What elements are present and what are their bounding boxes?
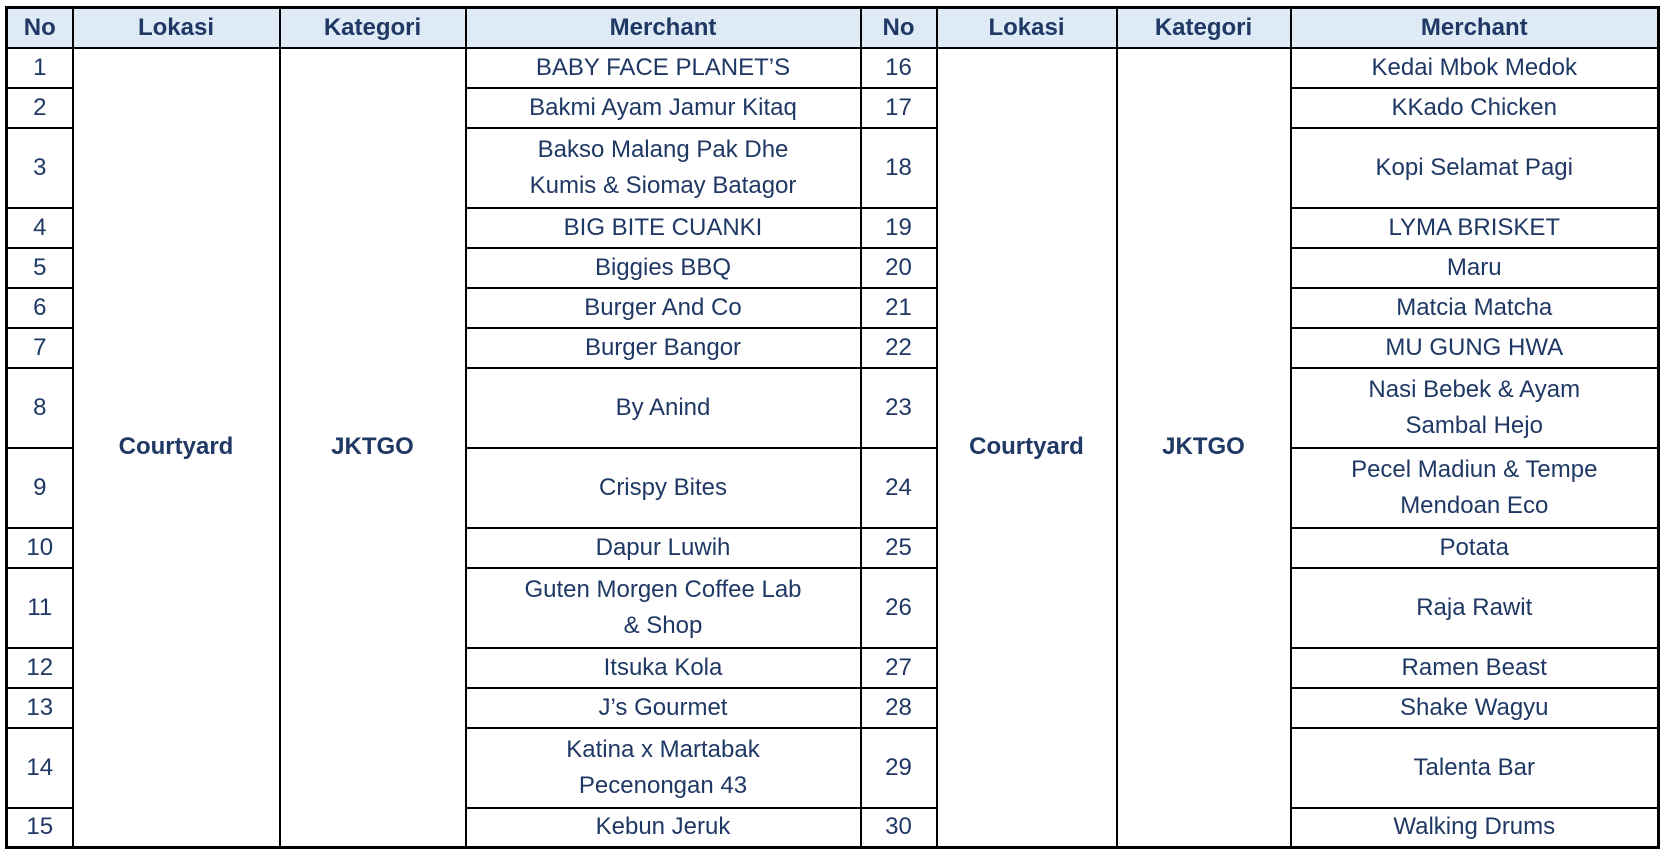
table-row: 5 Biggies BBQ 20 Maru (5, 246, 1660, 289)
kategori-cell-right: JKTGO (1115, 46, 1292, 849)
table-row: 14 Katina x Martabak Pecenongan 43 29 Talen… (5, 726, 1660, 809)
no-cell-right: 24 (859, 446, 938, 529)
no-cell-left: 15 (5, 806, 74, 849)
no-cell-right: 23 (859, 366, 938, 449)
no-cell-left: 6 (5, 286, 74, 329)
header-merchant-left: Merchant (464, 6, 862, 49)
merchant-cell-right: Maru (1289, 246, 1660, 289)
merchant-cell-left: Burger Bangor (464, 326, 862, 369)
merchant-cell-right: Pecel Madiun & Tempe Mendoan Eco (1289, 446, 1660, 529)
header-lokasi-left: Lokasi (71, 6, 281, 49)
merchant-table: No Lokasi Kategori Merchant No Lokasi Ka… (5, 6, 1660, 849)
table-row: 13 J’s Gourmet 28 Shake Wagyu (5, 686, 1660, 729)
no-cell-left: 2 (5, 86, 74, 129)
no-cell-right: 18 (859, 126, 938, 209)
header-lokasi-right: Lokasi (935, 6, 1118, 49)
merchant-cell-left: Bakmi Ayam Jamur Kitaq (464, 86, 862, 129)
table-row: 3 Bakso Malang Pak Dhe Kumis & Siomay Bat… (5, 126, 1660, 209)
merchant-cell-left: Biggies BBQ (464, 246, 862, 289)
merchant-cell-left: By Anind (464, 366, 862, 449)
no-cell-right: 22 (859, 326, 938, 369)
merchant-cell-left: Dapur Luwih (464, 526, 862, 569)
table-row: 10 Dapur Luwih 25 Potata (5, 526, 1660, 569)
no-cell-right: 25 (859, 526, 938, 569)
table-row: 9 Crispy Bites 24 Pecel Madiun & Tempe Mend… (5, 446, 1660, 529)
merchant-cell-right: Shake Wagyu (1289, 686, 1660, 729)
no-cell-right: 27 (859, 646, 938, 689)
table-row: 8 By Anind 23 Nasi Bebek & Ayam Sambal Hejo (5, 366, 1660, 449)
no-cell-left: 7 (5, 326, 74, 369)
header-row: No Lokasi Kategori Merchant No Lokasi Ka… (5, 6, 1660, 49)
no-cell-left: 4 (5, 206, 74, 249)
no-cell-right: 16 (859, 46, 938, 89)
no-cell-right: 30 (859, 806, 938, 849)
no-cell-right: 17 (859, 86, 938, 129)
merchant-cell-left: BIG BITE CUANKI (464, 206, 862, 249)
table-row: 1 Courtyard JKTGO BABY FACE PLANET’S 16 Court… (5, 46, 1660, 849)
merchant-cell-right: LYMA BRISKET (1289, 206, 1660, 249)
merchant-cell-left: Guten Morgen Coffee Lab & Shop (464, 566, 862, 649)
merchant-cell-right: Ramen Beast (1289, 646, 1660, 689)
table-row: 4 BIG BITE CUANKI 19 LYMA BRISKET (5, 206, 1660, 249)
merchant-cell-right: KKado Chicken (1289, 86, 1660, 129)
merchant-cell-left: BABY FACE PLANET’S (464, 46, 862, 89)
merchant-cell-right: Talenta Bar (1289, 726, 1660, 809)
no-cell-right: 21 (859, 286, 938, 329)
no-cell-left: 11 (5, 566, 74, 649)
table-row: 15 Kebun Jeruk 30 Walking Drums (5, 806, 1660, 849)
merchant-cell-left: Katina x Martabak Pecenongan 43 (464, 726, 862, 809)
lokasi-cell-left: Courtyard (71, 46, 281, 849)
table-row: 2 Bakmi Ayam Jamur Kitaq 17 KKado Chicken (5, 86, 1660, 129)
merchant-cell-left: Kebun Jeruk (464, 806, 862, 849)
merchant-cell-left: Crispy Bites (464, 446, 862, 529)
merchant-cell-left: Burger And Co (464, 286, 862, 329)
merchant-cell-right: Kedai Mbok Medok (1289, 46, 1660, 89)
table-row: 11 Guten Morgen Coffee Lab & Shop 26 Raja R… (5, 566, 1660, 649)
no-cell-left: 13 (5, 686, 74, 729)
no-cell-right: 20 (859, 246, 938, 289)
merchant-cell-right: Walking Drums (1289, 806, 1660, 849)
header-kategori-left: Kategori (278, 6, 467, 49)
merchant-cell-right: Kopi Selamat Pagi (1289, 126, 1660, 209)
no-cell-left: 14 (5, 726, 74, 809)
merchant-cell-right: Potata (1289, 526, 1660, 569)
merchant-cell-right: Nasi Bebek & Ayam Sambal Hejo (1289, 366, 1660, 449)
no-cell-right: 28 (859, 686, 938, 729)
kategori-cell-left: JKTGO (278, 46, 467, 849)
merchant-cell-right: MU GUNG HWA (1289, 326, 1660, 369)
header-kategori-right: Kategori (1115, 6, 1292, 49)
no-cell-right: 26 (859, 566, 938, 649)
header-merchant-right: Merchant (1289, 6, 1660, 49)
no-cell-left: 10 (5, 526, 74, 569)
no-cell-right: 19 (859, 206, 938, 249)
merchant-cell-left: Itsuka Kola (464, 646, 862, 689)
merchant-cell-right: Matcia Matcha (1289, 286, 1660, 329)
merchant-cell-left: J’s Gourmet (464, 686, 862, 729)
no-cell-right: 29 (859, 726, 938, 809)
lokasi-cell-right: Courtyard (935, 46, 1118, 849)
merchant-directory: No Lokasi Kategori Merchant No Lokasi Ka… (5, 6, 1660, 849)
no-cell-left: 5 (5, 246, 74, 289)
no-cell-left: 3 (5, 126, 74, 209)
no-cell-left: 12 (5, 646, 74, 689)
merchant-cell-right: Raja Rawit (1289, 566, 1660, 649)
header-no-right: No (859, 6, 938, 49)
table-row: 6 Burger And Co 21 Matcia Matcha (5, 286, 1660, 329)
table-row: 12 Itsuka Kola 27 Ramen Beast (5, 646, 1660, 689)
no-cell-left: 1 (5, 46, 74, 89)
no-cell-left: 8 (5, 366, 74, 449)
header-no-left: No (5, 6, 74, 49)
table-row: 7 Burger Bangor 22 MU GUNG HWA (5, 326, 1660, 369)
no-cell-left: 9 (5, 446, 74, 529)
merchant-cell-left: Bakso Malang Pak Dhe Kumis & Siomay Bata… (464, 126, 862, 209)
